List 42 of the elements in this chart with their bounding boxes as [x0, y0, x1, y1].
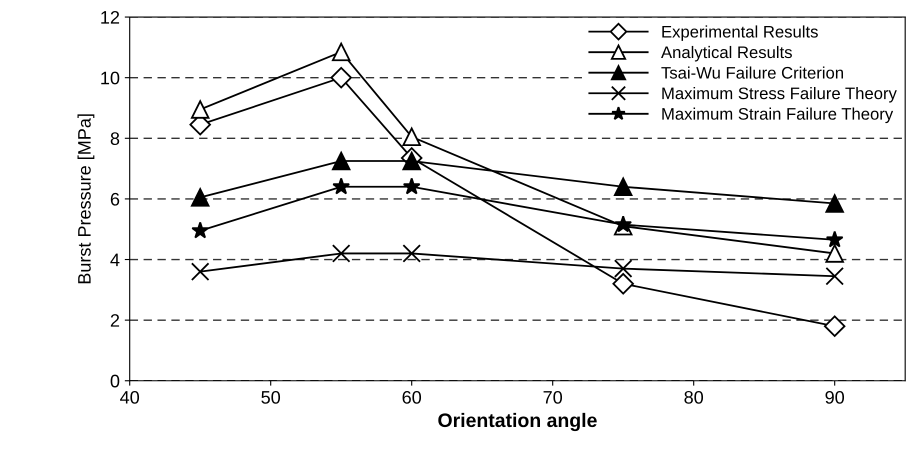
- legend-label: Tsai-Wu Failure Criterion: [661, 66, 843, 79]
- x-tick-label: 90: [825, 390, 844, 404]
- legend-label: Maximum Stress Failure Theory: [662, 87, 897, 103]
- point: [402, 152, 421, 170]
- point: [402, 178, 421, 194]
- point: [190, 188, 210, 207]
- point: [402, 128, 421, 146]
- point: [824, 315, 846, 337]
- point: [614, 259, 632, 278]
- x-tick-label: 80: [684, 390, 704, 404]
- point: [191, 221, 210, 238]
- legend-label: Analytical Results: [661, 46, 792, 62]
- point: [332, 42, 350, 62]
- x-tick-label: 70: [544, 390, 562, 404]
- point: [614, 215, 632, 232]
- y-tick-label: 6: [110, 192, 120, 206]
- y-tick-label: 8: [110, 132, 120, 146]
- y-tick-label: 4: [110, 254, 120, 266]
- x-tick-label: 40: [120, 390, 140, 404]
- point: [332, 152, 350, 170]
- point: [332, 244, 350, 263]
- point: [825, 266, 844, 286]
- x-tick-label: 60: [402, 390, 422, 404]
- legend-label: Experimental Results: [662, 25, 818, 41]
- y-tick-label: 12: [101, 10, 120, 24]
- x-tick-label: 50: [261, 390, 280, 404]
- point: [612, 273, 634, 294]
- point: [330, 66, 352, 88]
- point: [332, 178, 350, 194]
- legend-label: Maximum Strain Failure Theory: [662, 108, 894, 124]
- y-tick-label: 10: [101, 72, 120, 84]
- x-axis-title: Orientation angle: [438, 412, 597, 432]
- y-tick-label: 2: [110, 314, 120, 327]
- point: [825, 194, 844, 213]
- point: [614, 178, 632, 196]
- point: [826, 230, 844, 248]
- point: [190, 100, 210, 119]
- point: [190, 262, 210, 281]
- y-tick-label: 0: [110, 374, 120, 388]
- point: [402, 244, 421, 263]
- point: [825, 244, 844, 263]
- y-axis-title: Burst Pressure [MPa]: [78, 114, 94, 284]
